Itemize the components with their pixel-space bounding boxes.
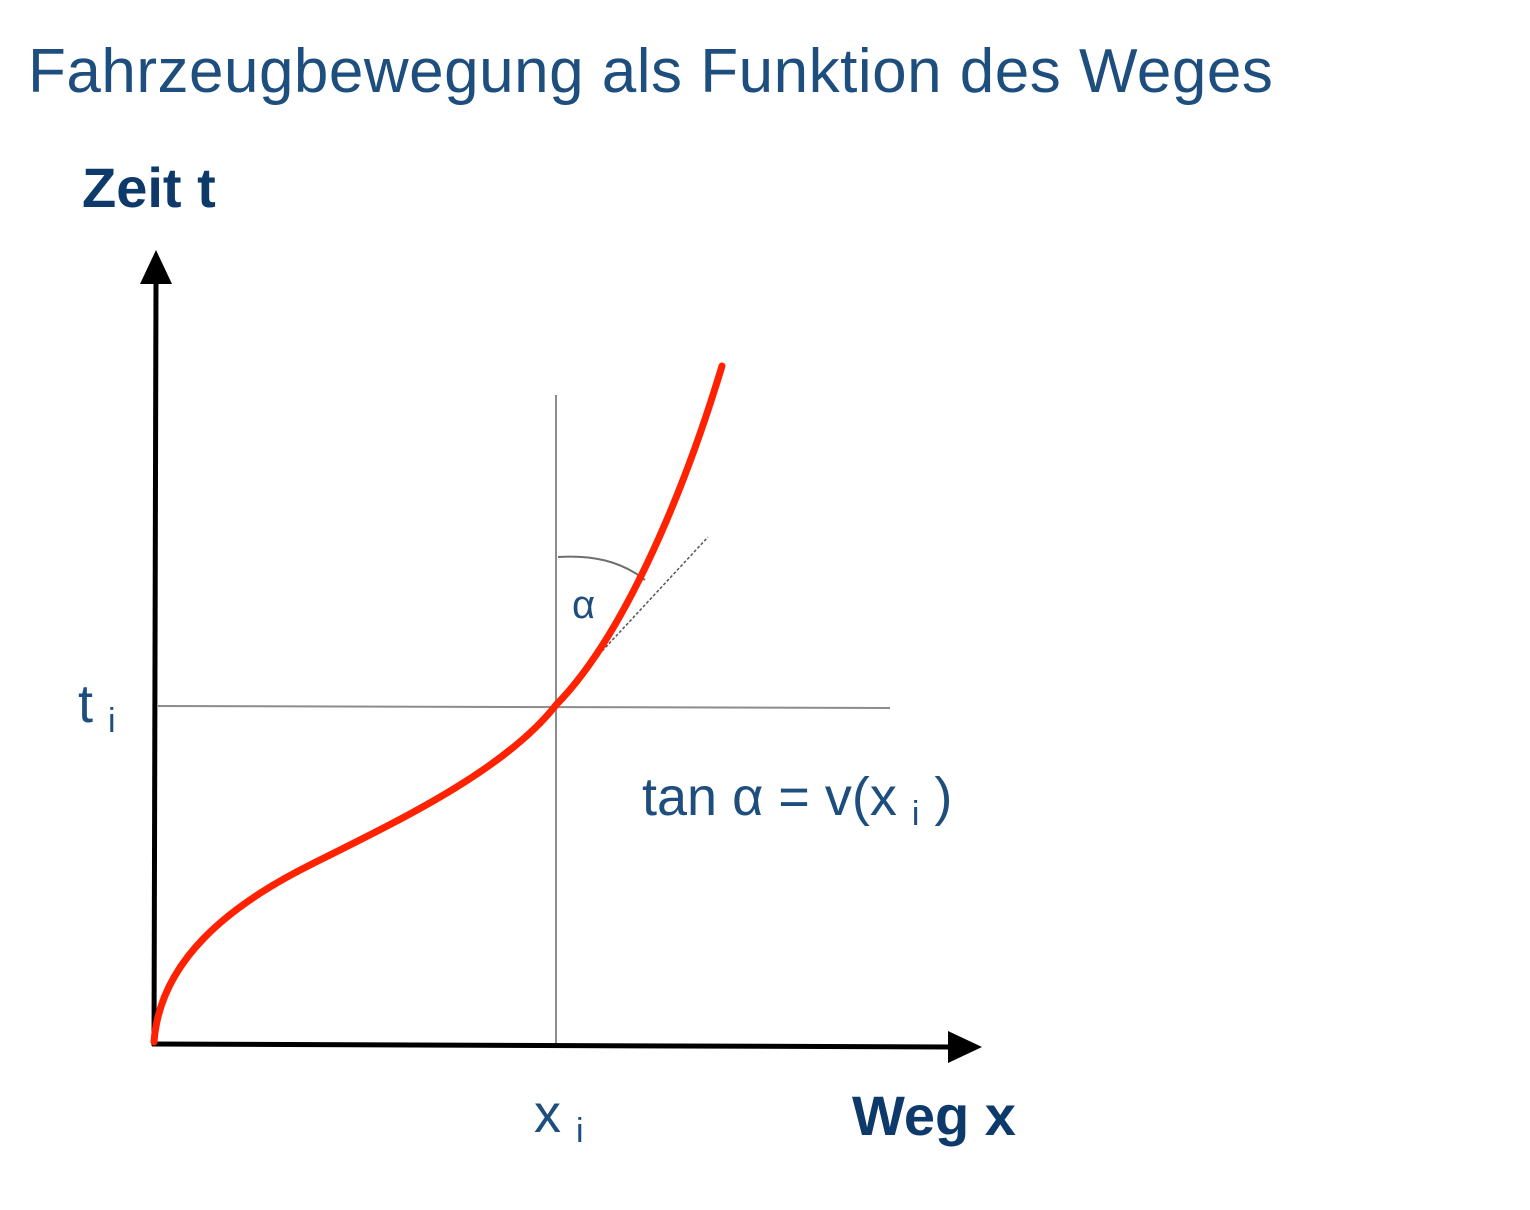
y-axis-title: Zeit t (82, 156, 216, 219)
x-axis (151, 1041, 951, 1050)
formula-subscript: i (912, 795, 920, 833)
xi-label: x i (534, 1084, 584, 1150)
y-axis-arrowhead (140, 250, 172, 284)
formula-close: ) (934, 767, 952, 827)
ti-label: t i (78, 674, 116, 740)
tangent-line (591, 536, 709, 663)
tangent-formula: tan α = v(x i ) (642, 767, 952, 837)
y-axis (151, 279, 159, 1047)
angle-arc (557, 555, 646, 581)
ti-label-sub: i (108, 702, 116, 740)
alpha-label: α (572, 583, 595, 627)
horizontal-guide-ti (157, 705, 891, 709)
xi-label-sub: i (576, 1112, 584, 1150)
x-axis-title: Weg x (852, 1084, 1016, 1147)
xi-label-base: x (534, 1084, 561, 1144)
motion-curve (150, 362, 726, 1046)
slide-title: Fahrzeugbewegung als Funktion des Weges (28, 37, 1274, 106)
x-axis-arrowhead (948, 1031, 982, 1063)
formula-main: tan α = v(x (642, 767, 897, 827)
ti-label-base: t (78, 674, 93, 734)
